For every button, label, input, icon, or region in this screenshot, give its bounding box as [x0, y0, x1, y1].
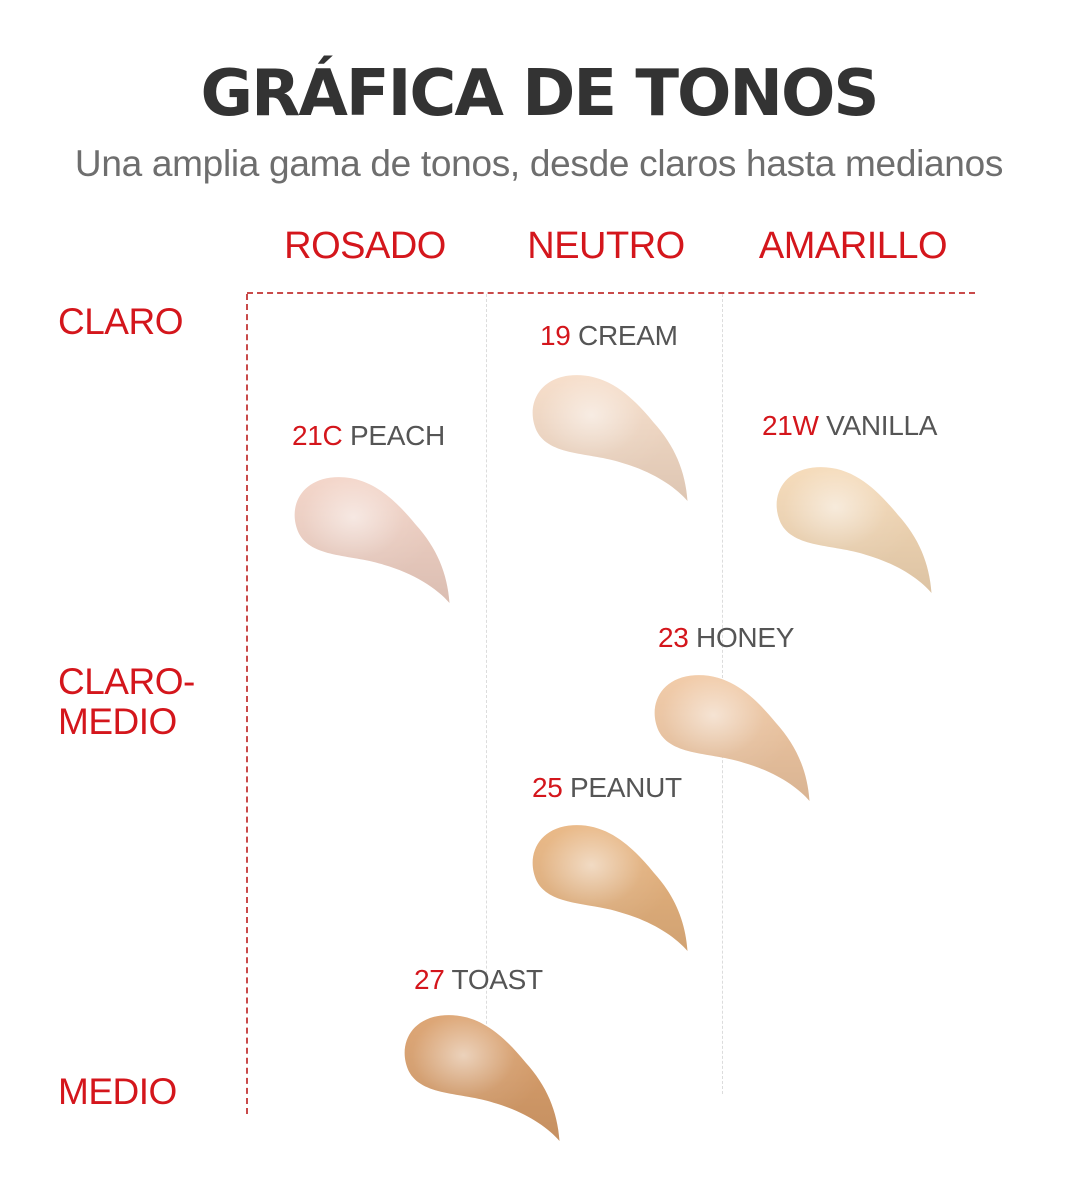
shade-label-honey: 23 HONEY — [658, 622, 794, 654]
shade-label-vanilla: 21W VANILLA — [762, 410, 937, 442]
column-header-rosado: ROSADO — [284, 225, 446, 267]
shade-name: HONEY — [696, 622, 795, 653]
shade-code: 23 — [658, 622, 689, 653]
swatch-peanut — [532, 825, 688, 951]
column-divider-1 — [486, 294, 487, 1094]
row-header-claro-medio-line1: CLARO- — [58, 661, 195, 702]
swatch-toast — [404, 1015, 560, 1141]
row-header-medio: MEDIO — [58, 1071, 177, 1112]
header-divider-line — [247, 292, 975, 294]
row-axis-line — [246, 294, 248, 1114]
swatch-vanilla — [776, 467, 932, 593]
shade-code: 19 — [540, 320, 571, 351]
shade-code: 21W — [762, 410, 819, 441]
shade-name: PEACH — [349, 420, 445, 451]
column-header-neutro: NEUTRO — [527, 225, 685, 267]
shade-label-toast: 27 TOAST — [414, 964, 543, 996]
swatch-honey — [654, 675, 810, 801]
shade-label-cream: 19 CREAM — [540, 320, 678, 352]
row-header-claro-medio-line2: MEDIO — [58, 701, 177, 742]
chart-subtitle: Una amplia gama de tonos, desde claros h… — [74, 143, 1004, 184]
column-header-amarillo: AMARILLO — [758, 225, 948, 267]
shade-code: 21C — [292, 420, 343, 451]
shade-label-peach: 21C PEACH — [292, 420, 445, 452]
row-header-claro: CLARO — [58, 301, 183, 342]
chart-title: GRÁFICA DE TONOS — [200, 57, 880, 131]
shade-label-peanut: 25 PEANUT — [532, 772, 682, 804]
shade-name: CREAM — [578, 320, 678, 351]
swatch-peach — [294, 477, 450, 603]
shade-name: VANILLA — [826, 410, 938, 441]
shade-code: 25 — [532, 772, 563, 803]
swatch-cream — [532, 375, 688, 501]
shade-code: 27 — [414, 964, 445, 995]
shade-name: PEANUT — [570, 772, 682, 803]
shade-name: TOAST — [451, 964, 544, 995]
